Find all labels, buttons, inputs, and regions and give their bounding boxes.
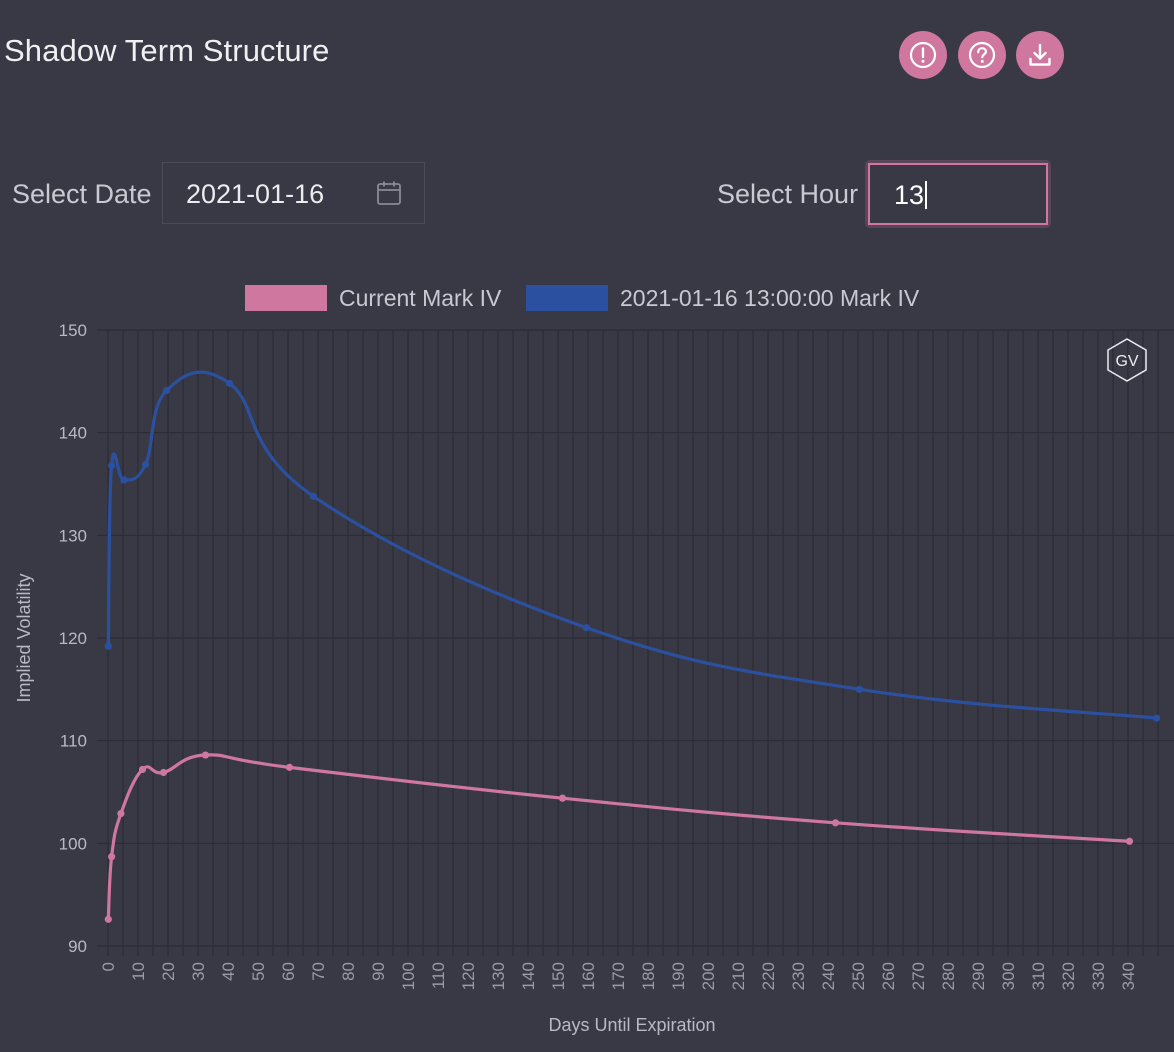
series-line-historic [106, 370, 1157, 720]
x-tick-label: 180 [639, 962, 658, 990]
legend-item-historic[interactable]: 2021-01-16 13:00:00 Mark IV [526, 284, 919, 312]
exclamation-circle-icon [909, 41, 937, 69]
x-tick-label: 200 [699, 962, 718, 990]
x-tick-label: 130 [489, 962, 508, 990]
x-tick-label: 340 [1119, 962, 1138, 990]
date-value: 2021-01-16 [186, 179, 325, 209]
x-tick-label: 270 [909, 962, 928, 990]
y-tick-label: 100 [59, 834, 87, 853]
x-tick-label: 240 [819, 962, 838, 990]
x-tick-label: 80 [339, 962, 358, 981]
data-point-historic[interactable] [120, 476, 128, 484]
x-tick-label: 50 [249, 962, 268, 981]
y-tick-label: 150 [59, 321, 87, 340]
data-point-historic[interactable] [225, 379, 234, 387]
download-button[interactable] [1016, 31, 1064, 79]
data-point-current[interactable] [159, 768, 168, 777]
data-point-current[interactable] [285, 763, 294, 771]
data-point-current[interactable] [138, 765, 147, 774]
x-axis-label: Days Until Expiration [548, 1015, 715, 1035]
date-picker-input[interactable]: 2021-01-16 [162, 162, 425, 224]
x-tick-label: 210 [729, 962, 748, 990]
x-tick-label: 100 [399, 962, 418, 990]
question-circle-icon [968, 41, 996, 69]
x-tick-label: 40 [219, 962, 238, 981]
data-point-current[interactable] [104, 915, 112, 923]
data-point-historic[interactable] [582, 624, 591, 632]
hour-input-focus-ring: 13 [865, 160, 1051, 228]
x-tick-label: 310 [1029, 962, 1048, 990]
x-tick-label: 320 [1059, 962, 1078, 990]
help-button[interactable] [958, 31, 1006, 79]
y-tick-label: 130 [59, 526, 87, 545]
x-tick-label: 120 [459, 962, 478, 990]
y-tick-label: 140 [59, 424, 87, 443]
data-point-current[interactable] [117, 809, 125, 818]
x-tick-label: 300 [999, 962, 1018, 990]
data-point-historic[interactable] [1152, 714, 1161, 722]
x-tick-label: 220 [759, 962, 778, 990]
data-point-historic[interactable] [104, 642, 112, 650]
series-line-current [106, 753, 1130, 920]
x-tick-label: 90 [369, 962, 388, 981]
data-point-current[interactable] [558, 794, 567, 802]
gv-logo-badge: GV [1107, 338, 1147, 382]
legend-label-current: Current Mark IV [339, 284, 502, 311]
series-lines [104, 370, 1161, 923]
x-tick-label: 280 [939, 962, 958, 990]
legend-swatch-historic [526, 285, 608, 311]
x-tick-label: 70 [309, 962, 328, 981]
x-tick-label: 10 [129, 962, 148, 981]
data-point-current[interactable] [201, 751, 210, 759]
x-tick-label: 330 [1089, 962, 1108, 990]
legend-item-current[interactable]: Current Mark IV [245, 284, 501, 312]
x-tick-label: 140 [519, 962, 538, 990]
download-icon [1029, 43, 1051, 66]
axes: 90 100 110 120 130 140 150 0 10 20 30 40 50 60 70 80 90 1… [59, 321, 1138, 990]
x-tick-label: 60 [279, 962, 298, 981]
x-tick-label: 160 [579, 962, 598, 990]
data-point-historic[interactable] [855, 685, 864, 693]
x-tick-label: 230 [789, 962, 808, 990]
hour-input[interactable]: 13 [868, 163, 1048, 225]
data-point-current[interactable] [831, 819, 840, 827]
x-tick-label: 290 [969, 962, 988, 990]
x-tick-label: 150 [549, 962, 568, 990]
data-point-historic[interactable] [108, 461, 116, 470]
y-tick-label: 110 [60, 732, 87, 751]
x-tick-label: 110 [429, 962, 448, 989]
data-point-historic[interactable] [309, 492, 318, 500]
x-tick-label: 30 [189, 962, 208, 981]
x-tick-label: 170 [609, 962, 628, 990]
data-point-current[interactable] [108, 853, 116, 861]
x-tick-label: 20 [159, 962, 178, 981]
data-point-historic[interactable] [141, 460, 150, 469]
legend-label-historic: 2021-01-16 13:00:00 Mark IV [620, 284, 920, 311]
x-tick-label: 250 [849, 962, 868, 990]
legend-swatch-current [245, 285, 327, 311]
gv-logo-text: GV [1115, 353, 1138, 370]
info-button[interactable] [899, 31, 947, 79]
hour-label: Select Hour [717, 179, 859, 209]
date-label: Select Date [12, 179, 152, 209]
hour-value: 13 [894, 180, 927, 211]
grid-lines [97, 329, 1174, 956]
y-axis-label: Implied Volatility [14, 573, 34, 702]
data-point-historic[interactable] [162, 386, 171, 395]
data-point-current[interactable] [1125, 837, 1134, 845]
y-tick-label: 120 [59, 629, 87, 648]
x-tick-label: 190 [669, 962, 688, 990]
x-tick-label: 0 [99, 962, 118, 971]
calendar-icon[interactable] [376, 180, 402, 206]
y-tick-label: 90 [68, 937, 87, 956]
x-tick-label: 260 [879, 962, 898, 990]
page-title: Shadow Term Structure [4, 33, 330, 68]
